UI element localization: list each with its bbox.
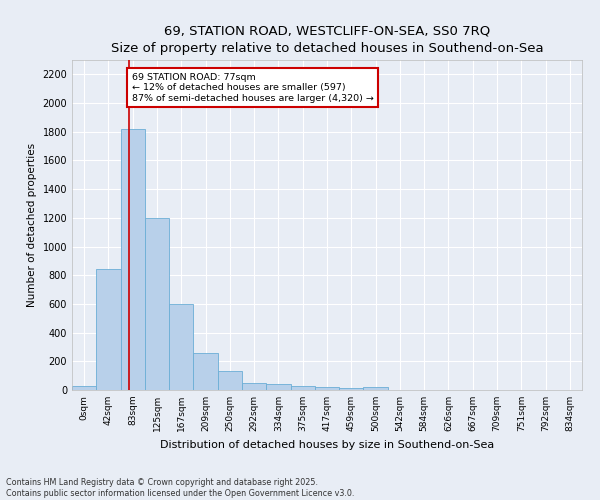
Text: 69 STATION ROAD: 77sqm
← 12% of detached houses are smaller (597)
87% of semi-de: 69 STATION ROAD: 77sqm ← 12% of detached… <box>131 73 373 102</box>
Bar <box>218 370 242 390</box>
Bar <box>145 218 169 390</box>
Bar <box>364 387 388 390</box>
Bar <box>315 387 339 390</box>
Bar <box>72 386 96 390</box>
Bar <box>242 383 266 390</box>
Bar <box>290 386 315 390</box>
Bar <box>96 270 121 390</box>
Bar <box>266 384 290 390</box>
Title: 69, STATION ROAD, WESTCLIFF-ON-SEA, SS0 7RQ
Size of property relative to detache: 69, STATION ROAD, WESTCLIFF-ON-SEA, SS0 … <box>110 24 544 54</box>
Bar <box>339 388 364 390</box>
Y-axis label: Number of detached properties: Number of detached properties <box>27 143 37 307</box>
Bar <box>193 354 218 390</box>
X-axis label: Distribution of detached houses by size in Southend-on-Sea: Distribution of detached houses by size … <box>160 440 494 450</box>
Bar <box>169 304 193 390</box>
Text: Contains HM Land Registry data © Crown copyright and database right 2025.
Contai: Contains HM Land Registry data © Crown c… <box>6 478 355 498</box>
Bar <box>121 129 145 390</box>
